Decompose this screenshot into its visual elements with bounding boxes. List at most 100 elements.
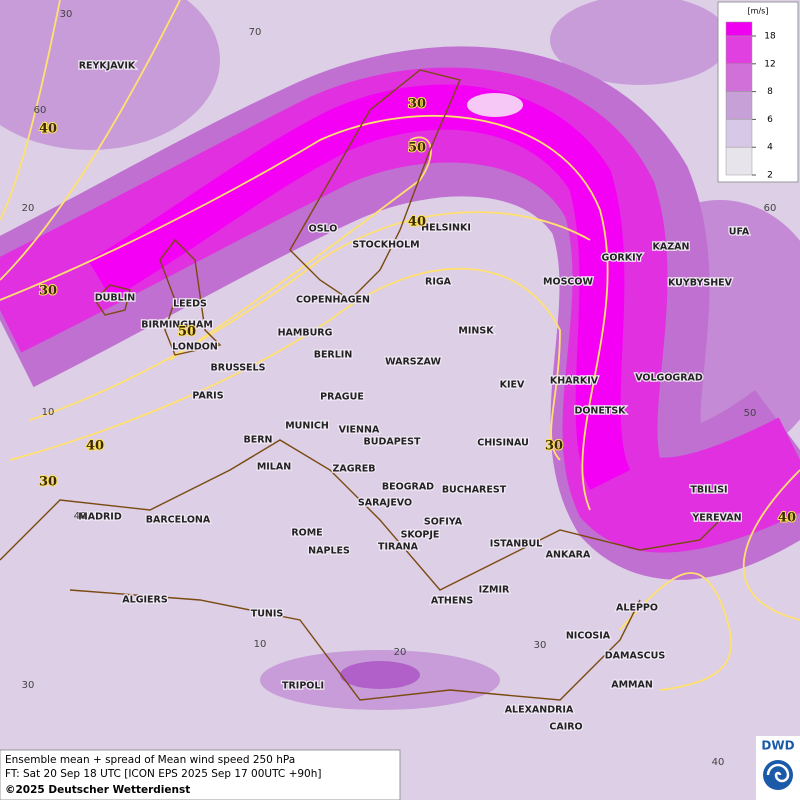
contour-labels: 40 30 40 30 30 50 40 50 30 40	[38, 96, 797, 527]
city-label: MADRID	[78, 512, 122, 523]
city-label: ALGIERS	[122, 595, 168, 606]
grid-label: 50	[744, 408, 757, 419]
city-label: COPENHAGEN	[296, 295, 370, 306]
city-label: LEEDS	[173, 299, 207, 310]
city-label: BIRMINGHAM	[141, 320, 213, 331]
city-label: VOLGOGRAD	[635, 373, 703, 384]
city-label: ISTANBUL	[490, 539, 542, 550]
city-label: MOSCOW	[543, 277, 593, 288]
logo: DWD	[761, 739, 794, 753]
city-label: RIGA	[425, 277, 452, 288]
city-label: NAPLES	[308, 546, 350, 557]
city-label: ALEPPO	[616, 603, 658, 614]
legend-unit: [m/s]	[748, 7, 769, 16]
city-label: CAIRO	[549, 722, 582, 733]
legend-swatch	[725, 146, 753, 176]
contour-label: 40	[778, 511, 796, 526]
city-label: KHARKIV	[550, 376, 599, 387]
caption-line: Ensemble mean + spread of Mean wind spee…	[5, 754, 295, 766]
city-label: IZMIR	[479, 585, 510, 596]
contour-label: 40	[86, 439, 104, 454]
city-label: ALEXANDRIA	[505, 705, 574, 716]
city-label: MILAN	[257, 462, 291, 473]
city-label: CHISINAU	[477, 438, 529, 449]
city-label: ATHENS	[431, 596, 473, 607]
legend-tick-label: 2	[767, 171, 773, 181]
city-label: HELSINKI	[421, 223, 471, 234]
city-label: BERLIN	[314, 350, 353, 361]
city-label: KUYBYSHEV	[668, 278, 733, 289]
grid-labels: 30 70 60 20 10 40 30 60 50 30 20 10 40	[22, 9, 777, 768]
grid-label: 60	[34, 105, 47, 116]
city-label: BUCHAREST	[442, 485, 507, 496]
city-label: DUBLIN	[95, 293, 135, 304]
city-label: PARIS	[192, 391, 223, 402]
grid-label: 30	[60, 9, 73, 20]
logo-swirl	[766, 763, 790, 783]
legend-swatch	[725, 35, 753, 65]
city-label: HAMBURG	[278, 328, 333, 339]
legend-tick-label: 6	[767, 115, 773, 125]
city-label: TBILISI	[690, 485, 727, 496]
legend: [m/s] 18 12 8 6 4 2	[717, 1, 799, 183]
grid-label: 30	[534, 640, 547, 651]
grid-label: 20	[22, 203, 35, 214]
city-label: YEREVAN	[691, 513, 741, 524]
city-label: MUNICH	[285, 421, 329, 432]
contour-label: 30	[545, 439, 563, 454]
caption-line: FT: Sat 20 Sep 18 UTC [ICON EPS 2025 Sep…	[5, 768, 321, 780]
city-label: REYKJAVIK	[79, 61, 136, 72]
copyright: ©2025 Deutscher Wetterdienst	[5, 784, 190, 796]
contour-label: 40	[39, 122, 57, 137]
legend-swatch	[725, 119, 753, 148]
city-label: MINSK	[458, 326, 494, 337]
legend-tick-label: 4	[767, 143, 773, 153]
contours	[0, 0, 800, 691]
city-label: GORKIY	[602, 253, 643, 264]
caption-box	[0, 749, 401, 800]
city-label: BEOGRAD	[382, 482, 434, 493]
contour-label: 40	[408, 215, 426, 230]
city-label: ROME	[291, 528, 322, 539]
city-label: DAMASCUS	[605, 651, 666, 662]
contour-label: 30	[408, 97, 426, 112]
city-label: OSLO	[309, 224, 338, 235]
grid-label: 70	[249, 27, 262, 38]
city-label: BARCELONA	[146, 515, 211, 526]
city-label: ZAGREB	[332, 464, 375, 475]
city-label: NICOSIA	[566, 631, 611, 642]
grid-label: 60	[764, 203, 777, 214]
city-label: STOCKHOLM	[352, 240, 419, 251]
legend-swatch	[725, 63, 753, 92]
grid-label: 40	[74, 511, 87, 522]
city-label: BRUSSELS	[211, 363, 266, 374]
city-label: LONDON	[172, 342, 218, 353]
city-label: AMMAN	[611, 680, 653, 691]
city-label: KIEV	[500, 380, 525, 391]
city-label: BERN	[244, 435, 273, 446]
city-label: TUNIS	[251, 609, 284, 620]
city-label: TRIPOLI	[282, 681, 324, 692]
city-label: SARAJEVO	[358, 498, 412, 509]
city-label: VIENNA	[339, 425, 380, 436]
city-label: KAZAN	[653, 242, 690, 253]
legend-tick-label: 8	[767, 87, 773, 97]
coastlines	[0, 69, 721, 701]
grid-label: 40	[712, 757, 725, 768]
legend-tick-label: 12	[764, 59, 775, 69]
contour-label: 50	[408, 141, 426, 156]
city-label: TIRANA	[378, 542, 419, 553]
grid-label: 10	[42, 407, 55, 418]
city-label: UFA	[729, 227, 750, 238]
city-label: SOFIYA	[424, 517, 463, 528]
city-label: WARSZAW	[385, 357, 441, 368]
contour-label: 30	[39, 475, 57, 490]
city-label: DONETSK	[574, 406, 626, 417]
city-label: BUDAPEST	[364, 437, 421, 448]
grid-label: 20	[394, 647, 407, 658]
city-label: ANKARA	[546, 550, 591, 561]
grid-label: 10	[254, 639, 267, 650]
legend-swatch	[725, 21, 753, 37]
legend-tick-label: 18	[764, 32, 776, 42]
